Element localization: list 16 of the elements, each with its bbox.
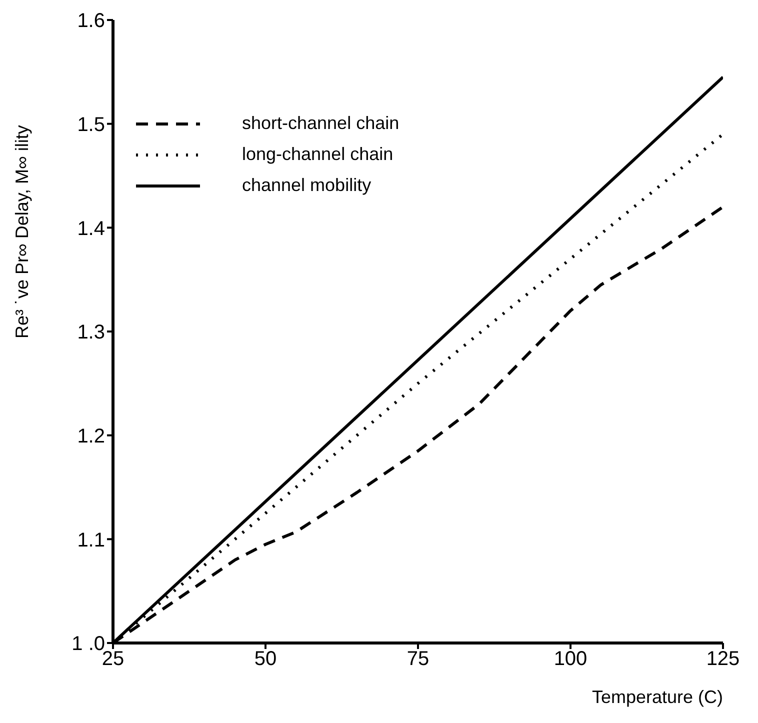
y-axis-title: Re³ ˙ve Pr∞ Delay, M∞ ility [12,125,32,338]
y-tick-label: 1.5 [77,114,105,136]
x-tick-label: 75 [406,648,430,670]
x-tick-label: 100 [554,648,588,670]
legend-label: channel mobility [242,174,372,197]
legend-label: long-channel chain [242,143,394,166]
y-tick-label: 1.4 [77,218,105,240]
x-tick-label: 50 [254,648,277,670]
y-tick-label: 1.3 [77,322,105,344]
x-tick-label: 25 [102,648,124,670]
legend-label: short-channel chain [242,112,400,135]
x-tick-label: 125 [706,648,740,670]
y-tick-label: 1.1 [77,529,105,552]
y-tick-label: 1.2 [77,425,105,448]
x-axis-title: Temperature (C) [592,687,723,707]
y-tick-label: 1.6 [77,10,105,32]
